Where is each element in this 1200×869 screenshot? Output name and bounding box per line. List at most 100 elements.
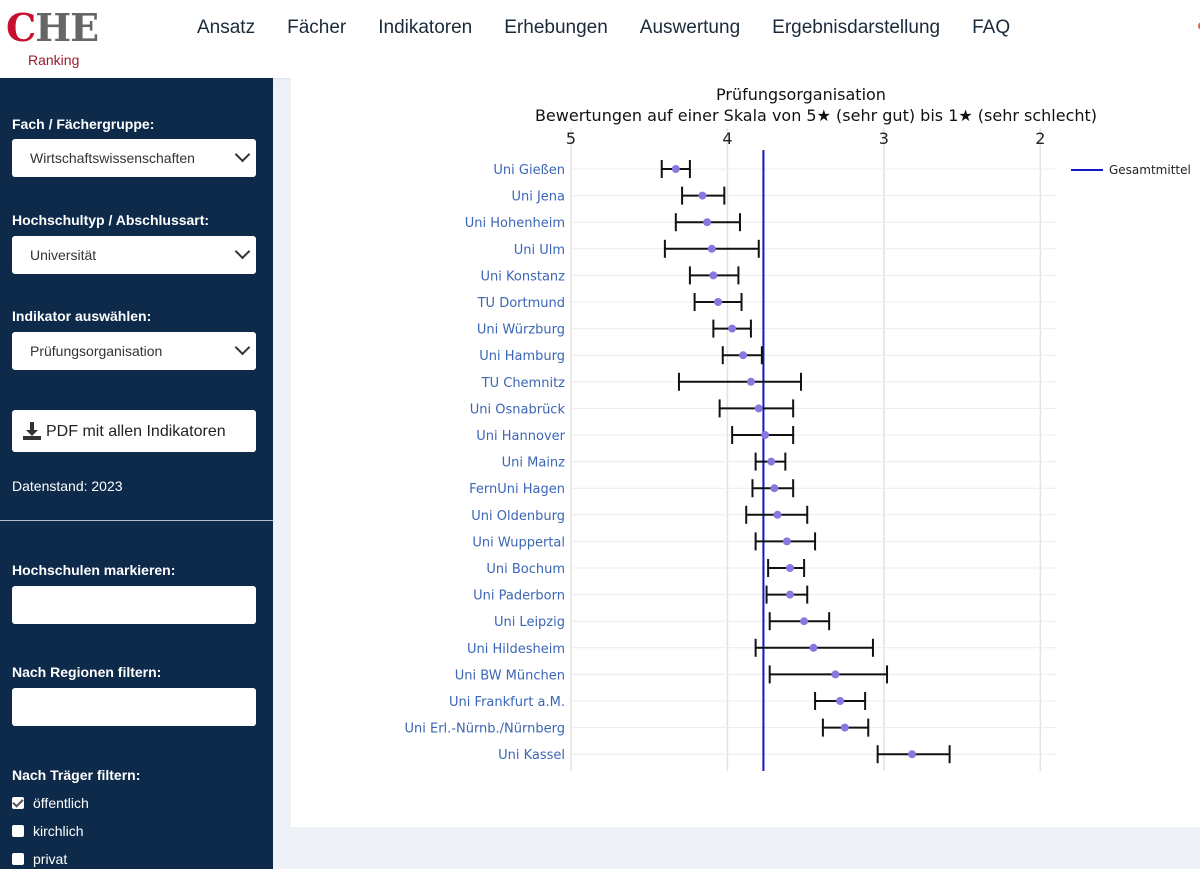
category-label[interactable]: Uni Osnabrück bbox=[470, 402, 566, 417]
data-point[interactable] bbox=[770, 484, 779, 493]
x-tick-label: 4 bbox=[722, 129, 732, 148]
data-point[interactable] bbox=[782, 537, 791, 546]
category-label[interactable]: Uni BW München bbox=[455, 668, 565, 683]
category-label[interactable]: Uni Kassel bbox=[498, 748, 565, 763]
category-label[interactable]: TU Chemnitz bbox=[481, 376, 566, 391]
category-label[interactable]: Uni Würzburg bbox=[477, 323, 565, 338]
data-point[interactable] bbox=[739, 351, 748, 360]
nav-indikatoren[interactable]: Indikatoren bbox=[378, 17, 473, 38]
fach-select-value: Wirtschaftswissenschaften bbox=[30, 150, 195, 166]
datenstand-text: Datenstand: 2023 bbox=[12, 478, 123, 494]
traeger-label: Nach Träger filtern: bbox=[12, 767, 141, 783]
data-point[interactable] bbox=[831, 670, 840, 679]
category-label[interactable]: Uni Jena bbox=[511, 190, 565, 205]
data-point[interactable] bbox=[707, 244, 716, 253]
category-label[interactable]: Uni Leipzig bbox=[494, 615, 565, 630]
category-label[interactable]: Uni Hannover bbox=[476, 429, 565, 444]
indikator-select-value: Prüfungsorganisation bbox=[30, 343, 163, 359]
data-point[interactable] bbox=[908, 750, 917, 759]
data-point[interactable] bbox=[703, 218, 712, 227]
category-label[interactable]: Uni Frankfurt a.M. bbox=[449, 695, 565, 710]
data-point[interactable] bbox=[773, 510, 782, 519]
dot-plot-chart: Prüfungsorganisation Bewertungen auf eine… bbox=[404, 85, 1191, 771]
traeger-option-privat[interactable]: privat bbox=[12, 851, 67, 867]
download-icon bbox=[23, 422, 41, 440]
data-point[interactable] bbox=[761, 431, 769, 439]
regionen-label: Nach Regionen filtern: bbox=[12, 664, 162, 680]
sidebar-divider bbox=[0, 520, 273, 521]
legend-label-gesamtmittel: Gesamtmittel bbox=[1109, 163, 1191, 177]
checkbox-unchecked[interactable] bbox=[12, 853, 24, 865]
data-point[interactable] bbox=[800, 617, 809, 626]
data-point[interactable] bbox=[714, 298, 723, 306]
nav-ansatz[interactable]: Ansatz bbox=[197, 17, 256, 38]
fach-select[interactable]: Wirtschaftswissenschaften bbox=[12, 139, 256, 177]
chart-title: Prüfungsorganisation bbox=[716, 85, 886, 104]
nav-faecher[interactable]: Fächer bbox=[287, 17, 347, 38]
pdf-download-button[interactable]: PDF mit allen Indikatoren bbox=[12, 410, 256, 452]
logo-subtitle: Ranking bbox=[28, 52, 80, 68]
fach-label: Fach / Fächergruppe: bbox=[12, 116, 155, 132]
filter-sidebar: Fach / Fächergruppe: Wirtschaftswissensc… bbox=[0, 78, 273, 869]
logo-wordmark: CHE bbox=[6, 5, 99, 50]
nav-auswertung[interactable]: Auswertung bbox=[639, 17, 741, 38]
category-label[interactable]: TU Dortmund bbox=[477, 296, 565, 311]
x-tick-label: 2 bbox=[1035, 129, 1045, 148]
data-point[interactable] bbox=[786, 564, 795, 572]
hochschultyp-select[interactable]: Universität bbox=[12, 236, 256, 274]
regionen-filter-input[interactable] bbox=[12, 688, 256, 726]
hochschultyp-label: Hochschultyp / Abschlussart: bbox=[12, 212, 210, 228]
category-label[interactable]: Uni Gießen bbox=[493, 163, 565, 178]
traeger-option-label: kirchlich bbox=[33, 823, 84, 839]
category-label[interactable]: Uni Bochum bbox=[486, 562, 565, 577]
data-point[interactable] bbox=[728, 324, 737, 333]
hochschulen-markieren-input[interactable] bbox=[12, 586, 256, 624]
category-label[interactable]: Uni Hamburg bbox=[479, 349, 565, 364]
category-label[interactable]: Uni Hildesheim bbox=[467, 642, 565, 657]
chart-subtitle: Bewertungen auf einer Skala von 5★ (sehr… bbox=[535, 106, 1097, 125]
category-label[interactable]: Uni Paderborn bbox=[473, 589, 565, 604]
category-label[interactable]: Uni Hohenheim bbox=[465, 216, 565, 231]
indikator-select[interactable]: Prüfungsorganisation bbox=[12, 332, 256, 370]
category-label[interactable]: Uni Oldenburg bbox=[471, 509, 565, 524]
top-bar: CHE Ranking Ansatz Fächer Indikatoren Er… bbox=[0, 0, 1200, 78]
category-label[interactable]: Uni Erl.-Nürnb./Nürnberg bbox=[404, 722, 565, 737]
data-point[interactable] bbox=[786, 590, 795, 599]
hochschultyp-select-value: Universität bbox=[30, 247, 97, 263]
data-point[interactable] bbox=[840, 723, 849, 732]
chart-panel: Prüfungsorganisation Bewertungen auf eine… bbox=[291, 78, 1200, 827]
x-tick-label: 3 bbox=[879, 129, 889, 148]
category-label[interactable]: FernUni Hagen bbox=[469, 482, 565, 497]
pdf-button-label: PDF mit allen Indikatoren bbox=[46, 423, 226, 440]
category-label[interactable]: Uni Wuppertal bbox=[472, 535, 565, 550]
data-point[interactable] bbox=[698, 191, 707, 200]
traeger-option-kirchlich[interactable]: kirchlich bbox=[12, 823, 84, 839]
nav-ergebnisdarstellung[interactable]: Ergebnisdarstellung bbox=[772, 17, 941, 38]
category-label[interactable]: Uni Konstanz bbox=[481, 269, 566, 284]
che-ranking-logo[interactable]: CHE Ranking bbox=[6, 8, 99, 69]
x-tick-label: 5 bbox=[566, 129, 576, 148]
logo-c: C bbox=[6, 5, 36, 50]
traeger-option-oeffentlich[interactable]: öffentlich bbox=[12, 795, 89, 811]
data-point[interactable] bbox=[809, 643, 818, 652]
main-nav: Ansatz Fächer Indikatoren Erhebungen Aus… bbox=[197, 14, 1042, 42]
nav-faq[interactable]: FAQ bbox=[972, 17, 1011, 38]
chevron-down-icon bbox=[234, 339, 251, 356]
checkbox-checked[interactable] bbox=[12, 797, 24, 809]
traeger-option-label: privat bbox=[33, 851, 68, 867]
data-point[interactable] bbox=[754, 404, 763, 413]
category-label[interactable]: Uni Ulm bbox=[514, 243, 565, 258]
chevron-down-icon bbox=[234, 146, 251, 163]
data-point[interactable] bbox=[836, 697, 845, 705]
data-point[interactable] bbox=[671, 165, 680, 173]
category-label[interactable]: Uni Mainz bbox=[502, 456, 566, 471]
data-point[interactable] bbox=[709, 271, 718, 280]
data-point[interactable] bbox=[746, 377, 755, 386]
data-point[interactable] bbox=[767, 457, 776, 466]
chevron-down-icon bbox=[234, 243, 251, 260]
markieren-label: Hochschulen markieren: bbox=[12, 562, 176, 578]
nav-erhebungen[interactable]: Erhebungen bbox=[504, 17, 608, 38]
traeger-option-label: öffentlich bbox=[33, 795, 89, 811]
checkbox-unchecked[interactable] bbox=[12, 825, 24, 837]
logo-he: HE bbox=[35, 5, 99, 50]
